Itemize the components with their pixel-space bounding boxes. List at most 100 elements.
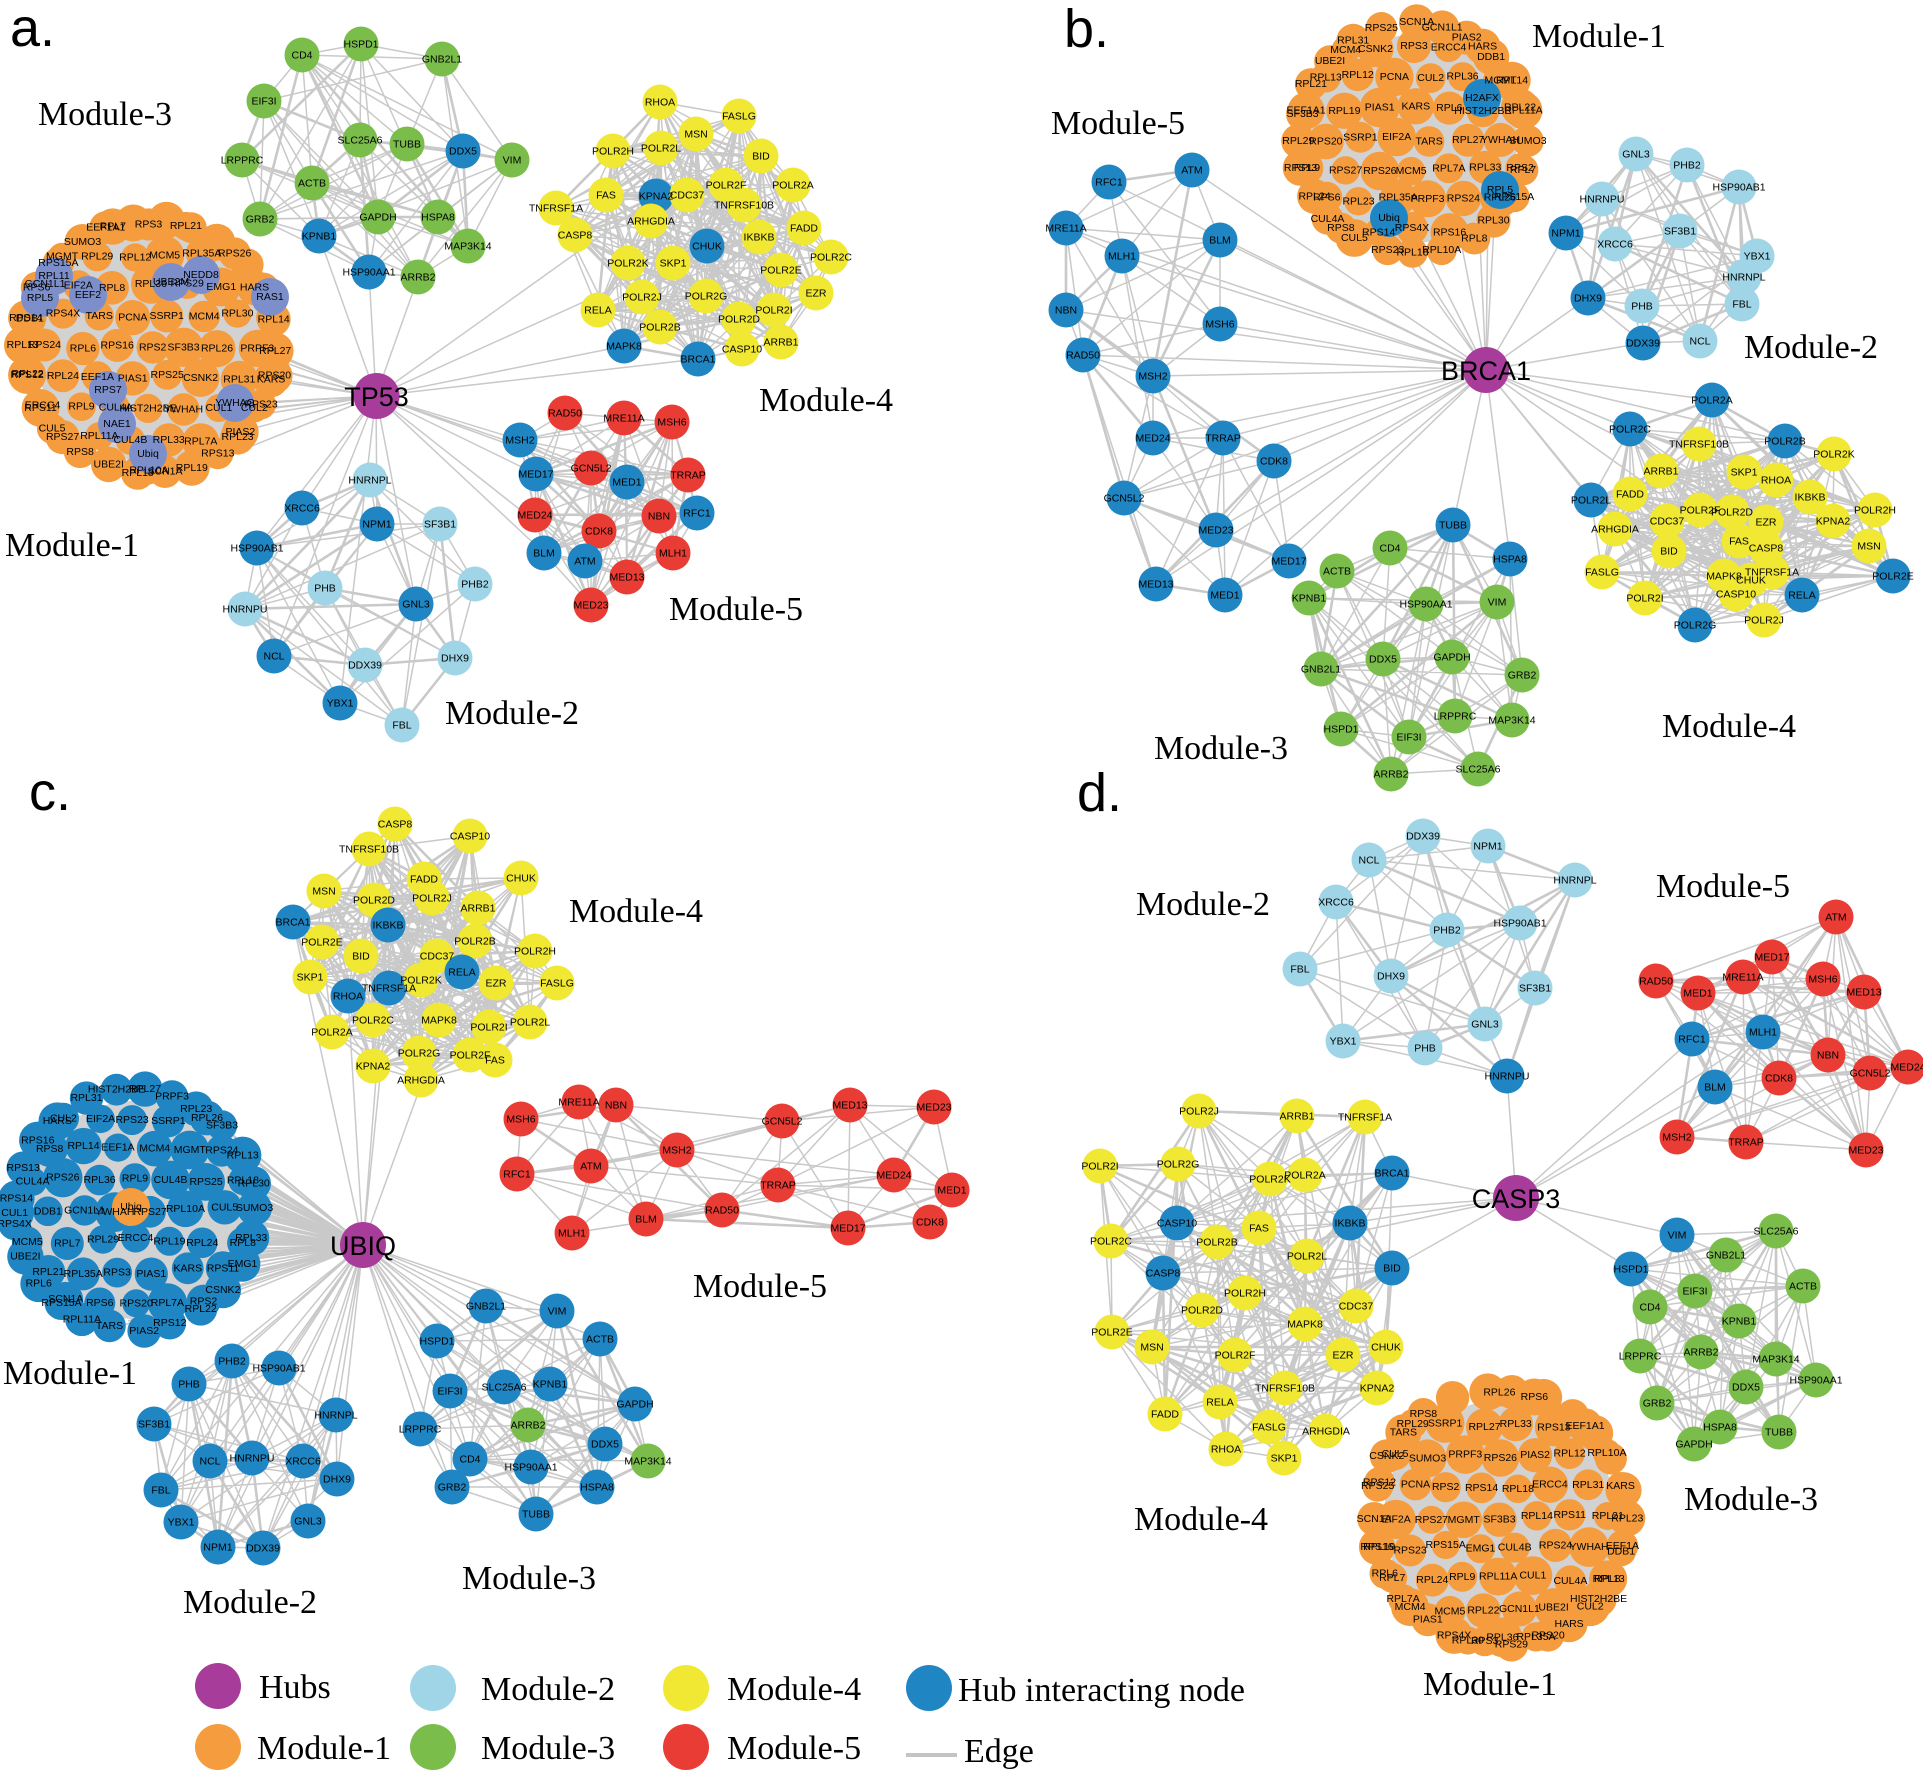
svg-text:TUBB: TUBB <box>1765 1427 1793 1439</box>
svg-text:RPL5: RPL5 <box>1487 184 1513 196</box>
svg-text:MSN: MSN <box>312 886 335 898</box>
svg-text:RPS8: RPS8 <box>66 446 94 458</box>
svg-text:MED23: MED23 <box>573 600 608 612</box>
svg-text:EIF2A: EIF2A <box>86 1113 115 1125</box>
svg-text:MSN: MSN <box>684 129 707 141</box>
svg-text:POLR2B: POLR2B <box>639 322 680 334</box>
svg-text:RPL11A: RPL11A <box>63 1313 101 1325</box>
svg-text:RPL8: RPL8 <box>1461 233 1487 245</box>
svg-text:KPNA2: KPNA2 <box>356 1061 391 1073</box>
svg-text:NBN: NBN <box>648 511 670 523</box>
svg-text:PHB: PHB <box>1631 301 1653 313</box>
svg-text:Module-5: Module-5 <box>1051 105 1185 142</box>
svg-text:NCL: NCL <box>199 1456 220 1468</box>
svg-text:RPL6: RPL6 <box>70 343 96 355</box>
svg-text:BLM: BLM <box>533 548 555 560</box>
svg-text:HARS: HARS <box>43 1115 72 1127</box>
svg-text:RPL24: RPL24 <box>1416 1574 1448 1586</box>
svg-text:LRPPRC: LRPPRC <box>221 155 264 167</box>
svg-text:CDK8: CDK8 <box>916 1217 944 1229</box>
svg-text:MED24: MED24 <box>1890 1062 1923 1074</box>
svg-text:CD4: CD4 <box>291 50 312 62</box>
svg-text:CUL5: CUL5 <box>39 423 66 435</box>
svg-text:RPL11A: RPL11A <box>1479 1571 1517 1583</box>
svg-text:FAS: FAS <box>485 1055 505 1067</box>
svg-text:TRRAP: TRRAP <box>670 470 706 482</box>
svg-text:HSP90AB1: HSP90AB1 <box>1493 918 1546 930</box>
svg-text:MCM4: MCM4 <box>189 311 220 323</box>
svg-text:EZR: EZR <box>1333 1350 1354 1362</box>
svg-text:POLR2H: POLR2H <box>1224 1288 1266 1300</box>
svg-text:ARRB1: ARRB1 <box>763 337 798 349</box>
svg-text:Hub interacting node: Hub interacting node <box>958 1672 1245 1709</box>
svg-text:RPS15A: RPS15A <box>41 1297 81 1309</box>
svg-text:Module-2: Module-2 <box>1136 886 1270 923</box>
svg-text:CUL1: CUL1 <box>1519 1570 1546 1582</box>
svg-text:TUBB: TUBB <box>522 1509 550 1521</box>
svg-text:MCM5: MCM5 <box>149 249 180 261</box>
svg-text:DDX5: DDX5 <box>591 1439 619 1451</box>
svg-text:RPL5: RPL5 <box>27 292 53 304</box>
svg-text:RPL7A: RPL7A <box>151 1297 184 1309</box>
svg-text:NPM1: NPM1 <box>203 1542 232 1554</box>
svg-text:EMG1: EMG1 <box>1466 1543 1496 1555</box>
svg-text:TNFRSF1A: TNFRSF1A <box>1745 567 1799 579</box>
svg-text:BRCA1: BRCA1 <box>1441 356 1531 386</box>
svg-text:MED13: MED13 <box>1846 987 1881 999</box>
svg-text:MED13: MED13 <box>609 572 644 584</box>
svg-text:TP53: TP53 <box>344 382 409 412</box>
svg-text:RPS16: RPS16 <box>101 339 134 351</box>
svg-text:HSP90AB1: HSP90AB1 <box>252 1363 305 1375</box>
svg-text:POLR2K: POLR2K <box>400 975 441 987</box>
svg-text:RPL31: RPL31 <box>1572 1479 1604 1491</box>
svg-text:PIAS1: PIAS1 <box>118 372 148 384</box>
svg-text:BID: BID <box>1383 1263 1401 1275</box>
svg-text:MRE11A: MRE11A <box>1722 972 1763 984</box>
svg-text:RFC1: RFC1 <box>503 1169 531 1181</box>
svg-text:FADD: FADD <box>790 223 818 235</box>
svg-text:RPS14: RPS14 <box>9 312 42 324</box>
svg-text:RPL11: RPL11 <box>38 270 69 282</box>
svg-text:PIAS2: PIAS2 <box>129 1325 159 1337</box>
svg-text:Module-4: Module-4 <box>759 382 893 419</box>
svg-text:FAS: FAS <box>1729 536 1749 548</box>
svg-text:GRB2: GRB2 <box>1508 670 1537 682</box>
svg-text:MAP3K14: MAP3K14 <box>1752 1354 1799 1366</box>
svg-text:POLR2G: POLR2G <box>1157 1159 1200 1171</box>
svg-text:HSP90AA1: HSP90AA1 <box>1789 1375 1842 1387</box>
svg-text:POLR2G: POLR2G <box>685 291 728 303</box>
svg-text:GNB2L1: GNB2L1 <box>466 1301 506 1313</box>
svg-text:CHUK: CHUK <box>506 873 536 885</box>
svg-text:MED1: MED1 <box>1683 988 1712 1000</box>
svg-text:RHOA: RHOA <box>1211 1444 1241 1456</box>
svg-text:GNL3: GNL3 <box>402 599 430 611</box>
svg-text:RPL14: RPL14 <box>1496 74 1528 86</box>
svg-text:POLR2G: POLR2G <box>1674 620 1717 632</box>
svg-text:RPL30: RPL30 <box>221 308 253 320</box>
svg-text:GAPDH: GAPDH <box>359 212 396 224</box>
svg-text:RPL23: RPL23 <box>180 1103 212 1115</box>
svg-text:MLH1: MLH1 <box>1749 1027 1777 1039</box>
svg-text:UBE2I: UBE2I <box>10 1251 40 1263</box>
svg-text:RPL7: RPL7 <box>1510 164 1536 176</box>
svg-text:RPL10A: RPL10A <box>166 1203 205 1215</box>
svg-text:RPL35A: RPL35A <box>64 1268 103 1280</box>
svg-text:MSH2: MSH2 <box>505 435 534 447</box>
svg-text:b.: b. <box>1064 0 1109 59</box>
svg-text:CASP10: CASP10 <box>1157 1218 1197 1230</box>
svg-text:RPS23: RPS23 <box>1393 1545 1426 1557</box>
svg-text:HSPD1: HSPD1 <box>1323 724 1358 736</box>
svg-text:MCM5: MCM5 <box>1396 165 1427 177</box>
svg-text:RPS24: RPS24 <box>1447 192 1480 204</box>
svg-text:RAD50: RAD50 <box>1066 350 1100 362</box>
svg-text:RPS29: RPS29 <box>1495 1639 1528 1651</box>
svg-text:GNL3: GNL3 <box>294 1516 322 1528</box>
svg-text:MAPK8: MAPK8 <box>1287 1319 1323 1331</box>
svg-text:HSPA8: HSPA8 <box>580 1482 614 1494</box>
svg-text:VIM: VIM <box>548 1306 567 1318</box>
svg-text:HSPA8: HSPA8 <box>1703 1422 1737 1434</box>
svg-text:DDX39: DDX39 <box>1626 338 1660 350</box>
svg-text:POLR2L: POLR2L <box>1571 495 1611 507</box>
svg-text:MAP3K14: MAP3K14 <box>444 241 491 253</box>
svg-text:PRPF3: PRPF3 <box>1448 1449 1482 1461</box>
